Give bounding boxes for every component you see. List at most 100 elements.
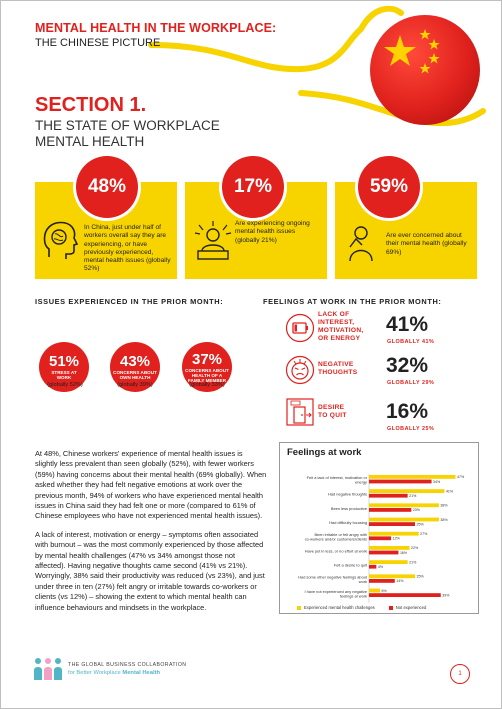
chart-value-label: 12% bbox=[393, 537, 401, 541]
issue-3-global: (globally 33%) bbox=[189, 382, 225, 388]
chart-category-label: Had negative thoughts bbox=[328, 492, 367, 497]
chart-value-label: 47% bbox=[457, 475, 465, 479]
body-text: At 48%, Chinese workers' experience of m… bbox=[35, 449, 267, 621]
section-title-line1: THE STATE OF WORKPLACE bbox=[35, 118, 220, 133]
feeling-3-value: 16% bbox=[386, 400, 429, 423]
issue-2-value: 43% bbox=[119, 353, 151, 370]
chart-value-label: 25% bbox=[417, 522, 425, 526]
feeling-1-label-line1: LACK OF bbox=[318, 311, 350, 318]
feeling-row-2: NEGATIVE THOUGHTS 32% GLOBALLY 29% bbox=[267, 353, 473, 389]
chart-category-label: Been less productive bbox=[331, 506, 367, 511]
stat-3-value: 59% bbox=[358, 156, 420, 218]
chart-category-label: Felt a lack of interest, motivation or en… bbox=[307, 475, 368, 485]
chart-value-label: 6% bbox=[382, 589, 388, 593]
chart-bar bbox=[369, 564, 377, 569]
chart-bar bbox=[369, 560, 408, 564]
issue-item-3: 37% CONCERNS ABOUT HEALTH OF A FAMILY ME… bbox=[177, 342, 237, 392]
chart-bar bbox=[369, 475, 456, 479]
chart-bar bbox=[369, 479, 432, 484]
chart-bar bbox=[369, 574, 415, 579]
legend-label-1: Experienced mental health challenges bbox=[304, 605, 375, 610]
feeling-1-value: 41% bbox=[386, 313, 429, 336]
feelings-bar-chart: Felt a lack of interest, motivation or en… bbox=[298, 474, 465, 603]
feeling-3-global: GLOBALLY 25% bbox=[387, 426, 435, 432]
feeling-1-label-line4: OR ENERGY bbox=[318, 335, 361, 342]
legend-item-2: Not experienced bbox=[388, 605, 427, 610]
head-brain-icon bbox=[43, 221, 79, 259]
issue-1-label-line2: WORK bbox=[56, 375, 72, 380]
chart-category-label: Had difficulty focusing bbox=[329, 520, 367, 525]
chart-value-label: 21% bbox=[409, 494, 417, 498]
chart-value-label: 25% bbox=[417, 575, 425, 579]
chart-value-label: 4% bbox=[378, 565, 384, 569]
feeling-1-label: LACK OF INTEREST, MOTIVATION, OR ENERGY bbox=[318, 311, 364, 343]
feeling-3-label: DESIRE TO QUIT bbox=[318, 404, 347, 420]
feeling-row-1: LACK OF INTEREST, MOTIVATION, OR ENERGY … bbox=[267, 309, 473, 349]
header-title: MENTAL HEALTH IN THE WORKPLACE: bbox=[35, 21, 277, 35]
chart-value-label: 27% bbox=[420, 532, 428, 536]
chart-value-label: 14% bbox=[396, 579, 404, 583]
worried-person-icon bbox=[349, 226, 373, 262]
legend-swatch-1 bbox=[297, 605, 301, 610]
legend-item-1: Experienced mental health challenges bbox=[297, 605, 375, 610]
feeling-2-value: 32% bbox=[386, 354, 429, 377]
stressed-worker-icon bbox=[194, 221, 232, 260]
chart-bar bbox=[369, 508, 412, 512]
chart-value-label: 38% bbox=[440, 504, 448, 508]
issue-3-value: 37% bbox=[191, 350, 223, 368]
feeling-2-label-line1: NEGATIVE bbox=[318, 361, 354, 368]
collaboration-logo-icon bbox=[34, 658, 62, 680]
empty-battery-icon bbox=[285, 313, 315, 343]
feeling-3-label-line2: TO QUIT bbox=[318, 412, 347, 419]
footer-tagline-part1: for Better Workplace bbox=[68, 670, 121, 676]
section-title-line2: MENTAL HEALTH bbox=[35, 134, 145, 149]
chart-value-label: 38% bbox=[440, 518, 448, 522]
legend-label-2: Not experienced bbox=[395, 605, 427, 610]
chart-bar bbox=[369, 503, 439, 508]
issue-item-1: 51% STRESS AT WORK bbox=[35, 342, 95, 392]
chart-value-label: 39% bbox=[442, 593, 450, 597]
feeling-1-label-line2: INTEREST, bbox=[318, 319, 355, 326]
issue-1-value: 51% bbox=[48, 353, 80, 370]
header-subtitle: THE CHINESE PICTURE bbox=[35, 37, 161, 49]
stat-2-text: Are experiencing ongoing mental health i… bbox=[235, 220, 310, 244]
chart-legend: Experienced mental health challenges Not… bbox=[297, 605, 426, 610]
feeling-2-label: NEGATIVE THOUGHTS bbox=[318, 361, 357, 377]
issue-3-label-line2: HEALTH OF A bbox=[191, 372, 223, 378]
chart-frame bbox=[279, 442, 479, 614]
feeling-row-3: DESIRE TO QUIT 16% GLOBALLY 25% bbox=[267, 395, 473, 432]
issue-1-global: (globally 52%) bbox=[47, 382, 83, 388]
chart-bar bbox=[369, 588, 381, 593]
chart-category-label: Been irritable or felt angry with co-work… bbox=[305, 532, 367, 542]
exit-door-icon bbox=[286, 398, 314, 426]
chart-bar bbox=[369, 522, 415, 526]
chart-bar bbox=[369, 546, 410, 550]
chart-bar bbox=[369, 489, 445, 493]
chart-bar bbox=[369, 593, 441, 597]
stat-1-text: In China, just under half of workers ove… bbox=[84, 224, 171, 273]
issue-2-label-line2: OWN HEALTH bbox=[119, 375, 151, 380]
chart-value-label: 22% bbox=[411, 546, 419, 550]
chart-value-label: 34% bbox=[433, 480, 441, 484]
section-title: THE STATE OF WORKPLACE MENTAL HEALTH bbox=[35, 118, 265, 150]
issue-1-circle: 51% STRESS AT WORK bbox=[39, 342, 89, 392]
chart-category-label: Felt a desire to quit bbox=[334, 563, 368, 568]
issue-1-label-line1: STRESS AT bbox=[51, 370, 77, 375]
chart-bar bbox=[369, 536, 392, 541]
body-paragraph-2: A lack of interest, motivation or energy… bbox=[35, 529, 265, 612]
chart-category-label: Have put in less, or no effort at work bbox=[305, 549, 367, 554]
feeling-1-label-line3: MOTIVATION, bbox=[318, 327, 364, 334]
issue-3-label-line3: FAMILY MEMBER bbox=[187, 377, 227, 383]
stat-1-value: 48% bbox=[76, 156, 138, 218]
chart-bar bbox=[369, 493, 408, 498]
issue-3-circle: 37% CONCERNS ABOUT HEALTH OF A FAMILY ME… bbox=[182, 342, 232, 392]
feeling-1-global: GLOBALLY 41% bbox=[387, 339, 435, 345]
chart-title: Feelings at work bbox=[287, 447, 362, 458]
feelings-heading: FEELINGS AT WORK IN THE PRIOR MONTH: bbox=[263, 297, 442, 306]
page-number: 1 bbox=[450, 664, 470, 684]
issue-2-circle: 43% CONCERNS ABOUT OWN HEALTH bbox=[110, 342, 160, 392]
issue-2-label-line1: CONCERNS ABOUT bbox=[113, 370, 157, 375]
chart-value-label: 41% bbox=[446, 489, 454, 493]
footer-org-tagline: for Better Workplace Mental Health bbox=[68, 670, 160, 676]
